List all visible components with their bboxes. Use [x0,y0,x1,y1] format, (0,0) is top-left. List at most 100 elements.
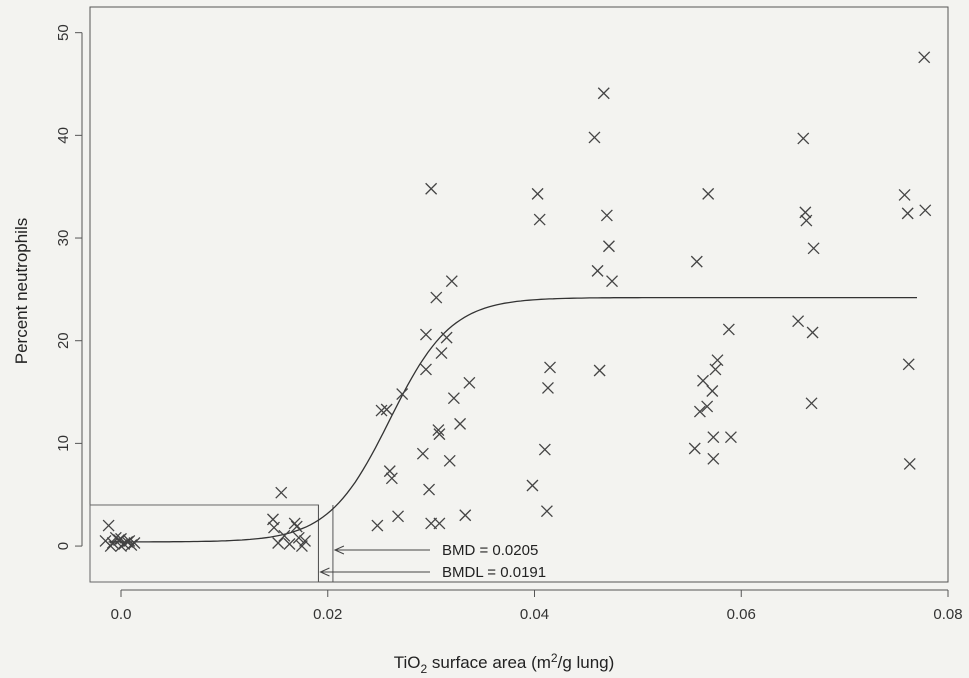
data-point [447,392,460,405]
data-point [711,354,724,367]
data-point [797,132,810,145]
data-point [902,358,915,371]
data-point [268,521,280,534]
data-point [425,517,438,530]
data-point [380,403,393,416]
data-point [792,315,805,328]
data-point [898,188,911,201]
x-title-part: surface area (m [427,653,551,672]
data-point [425,182,438,195]
y-tick-label: 50 [55,24,72,41]
data-point [588,131,601,144]
data-point [385,472,398,485]
data-point [807,242,820,255]
data-point [435,347,448,359]
data-point [707,431,720,444]
data-point [593,364,606,377]
data-point [806,326,819,339]
y-tick-label: 30 [55,230,72,247]
data-point [702,187,715,200]
plot-frame [89,6,949,583]
data-point [430,291,443,304]
data-point [707,452,720,465]
data-point [526,479,539,492]
y-tick-label: 10 [55,435,72,452]
arrow-head [333,545,345,555]
data-point [445,275,458,288]
data-point [805,397,818,410]
x-tick-label: 0.04 [520,606,549,623]
annotation-label: BMDL = 0.0191 [442,564,546,581]
data-point [459,509,472,522]
data-point [420,328,432,341]
data-points [99,51,932,553]
data-point [591,264,604,277]
data-point [272,537,285,549]
data-point [109,531,122,544]
data-point [290,520,303,533]
data-point [706,385,719,397]
data-point [722,323,735,336]
data-point [697,374,709,387]
data-point [383,465,396,478]
data-point [800,214,813,227]
data-point [420,363,432,376]
data-point [371,519,384,532]
x-title-subscript: 2 [420,662,427,676]
y-tick-label: 20 [55,332,72,349]
data-point [701,400,714,413]
x-tick-label: 0.02 [313,606,342,623]
data-point [396,388,409,401]
data-point [602,240,615,253]
data-point [540,505,553,518]
x-tick-label: 0.08 [933,606,962,623]
data-point [102,519,115,532]
x-tick-label: 0.0 [111,606,132,623]
data-point [115,532,127,545]
fit-curve [108,296,917,543]
bmd-annotation: BMD = 0.0205 [333,542,538,559]
x-title-superscript: 2 [551,651,558,665]
data-point [724,431,737,444]
data-point [541,381,554,394]
bmd-annotation: BMDL = 0.0191 [319,564,546,581]
x-tick-label: 0.06 [727,606,756,623]
data-point [919,204,932,217]
data-point [275,486,288,499]
data-point [918,51,931,64]
data-point [606,275,618,288]
data-point [531,187,544,200]
bmd-annotations: BMD = 0.0205 BMDL = 0.0191 [319,542,546,581]
x-axis-title: TiO2 surface area (m2/g lung) [394,651,615,676]
data-point [288,517,301,530]
y-tick-label: 40 [55,127,72,144]
data-point [688,442,701,455]
data-point [901,207,914,220]
data-point [443,454,456,467]
y-axis: 0 10 20 30 40 50 [55,24,83,550]
data-point [690,255,703,268]
data-point [299,534,311,547]
data-point [454,417,467,430]
data-point [440,331,453,344]
data-point [125,539,138,551]
data-point [375,404,388,417]
data-point [433,517,446,530]
data-point [283,538,296,550]
data-point [903,457,916,470]
annotation-label: BMD = 0.0205 [442,542,538,559]
data-point [533,213,546,226]
arrow-head [319,567,330,577]
bmd-reference-box [89,504,334,583]
data-point [423,483,436,496]
plot-area [89,6,949,583]
x-title-part: /g lung) [558,653,615,672]
data-point [392,510,405,523]
data-point [709,363,722,376]
y-tick-label: 0 [55,542,72,550]
x-axis: 0.0 0.02 0.04 0.06 0.08 [111,589,963,623]
data-point [463,376,476,389]
data-point [128,537,141,549]
data-point [416,447,429,460]
